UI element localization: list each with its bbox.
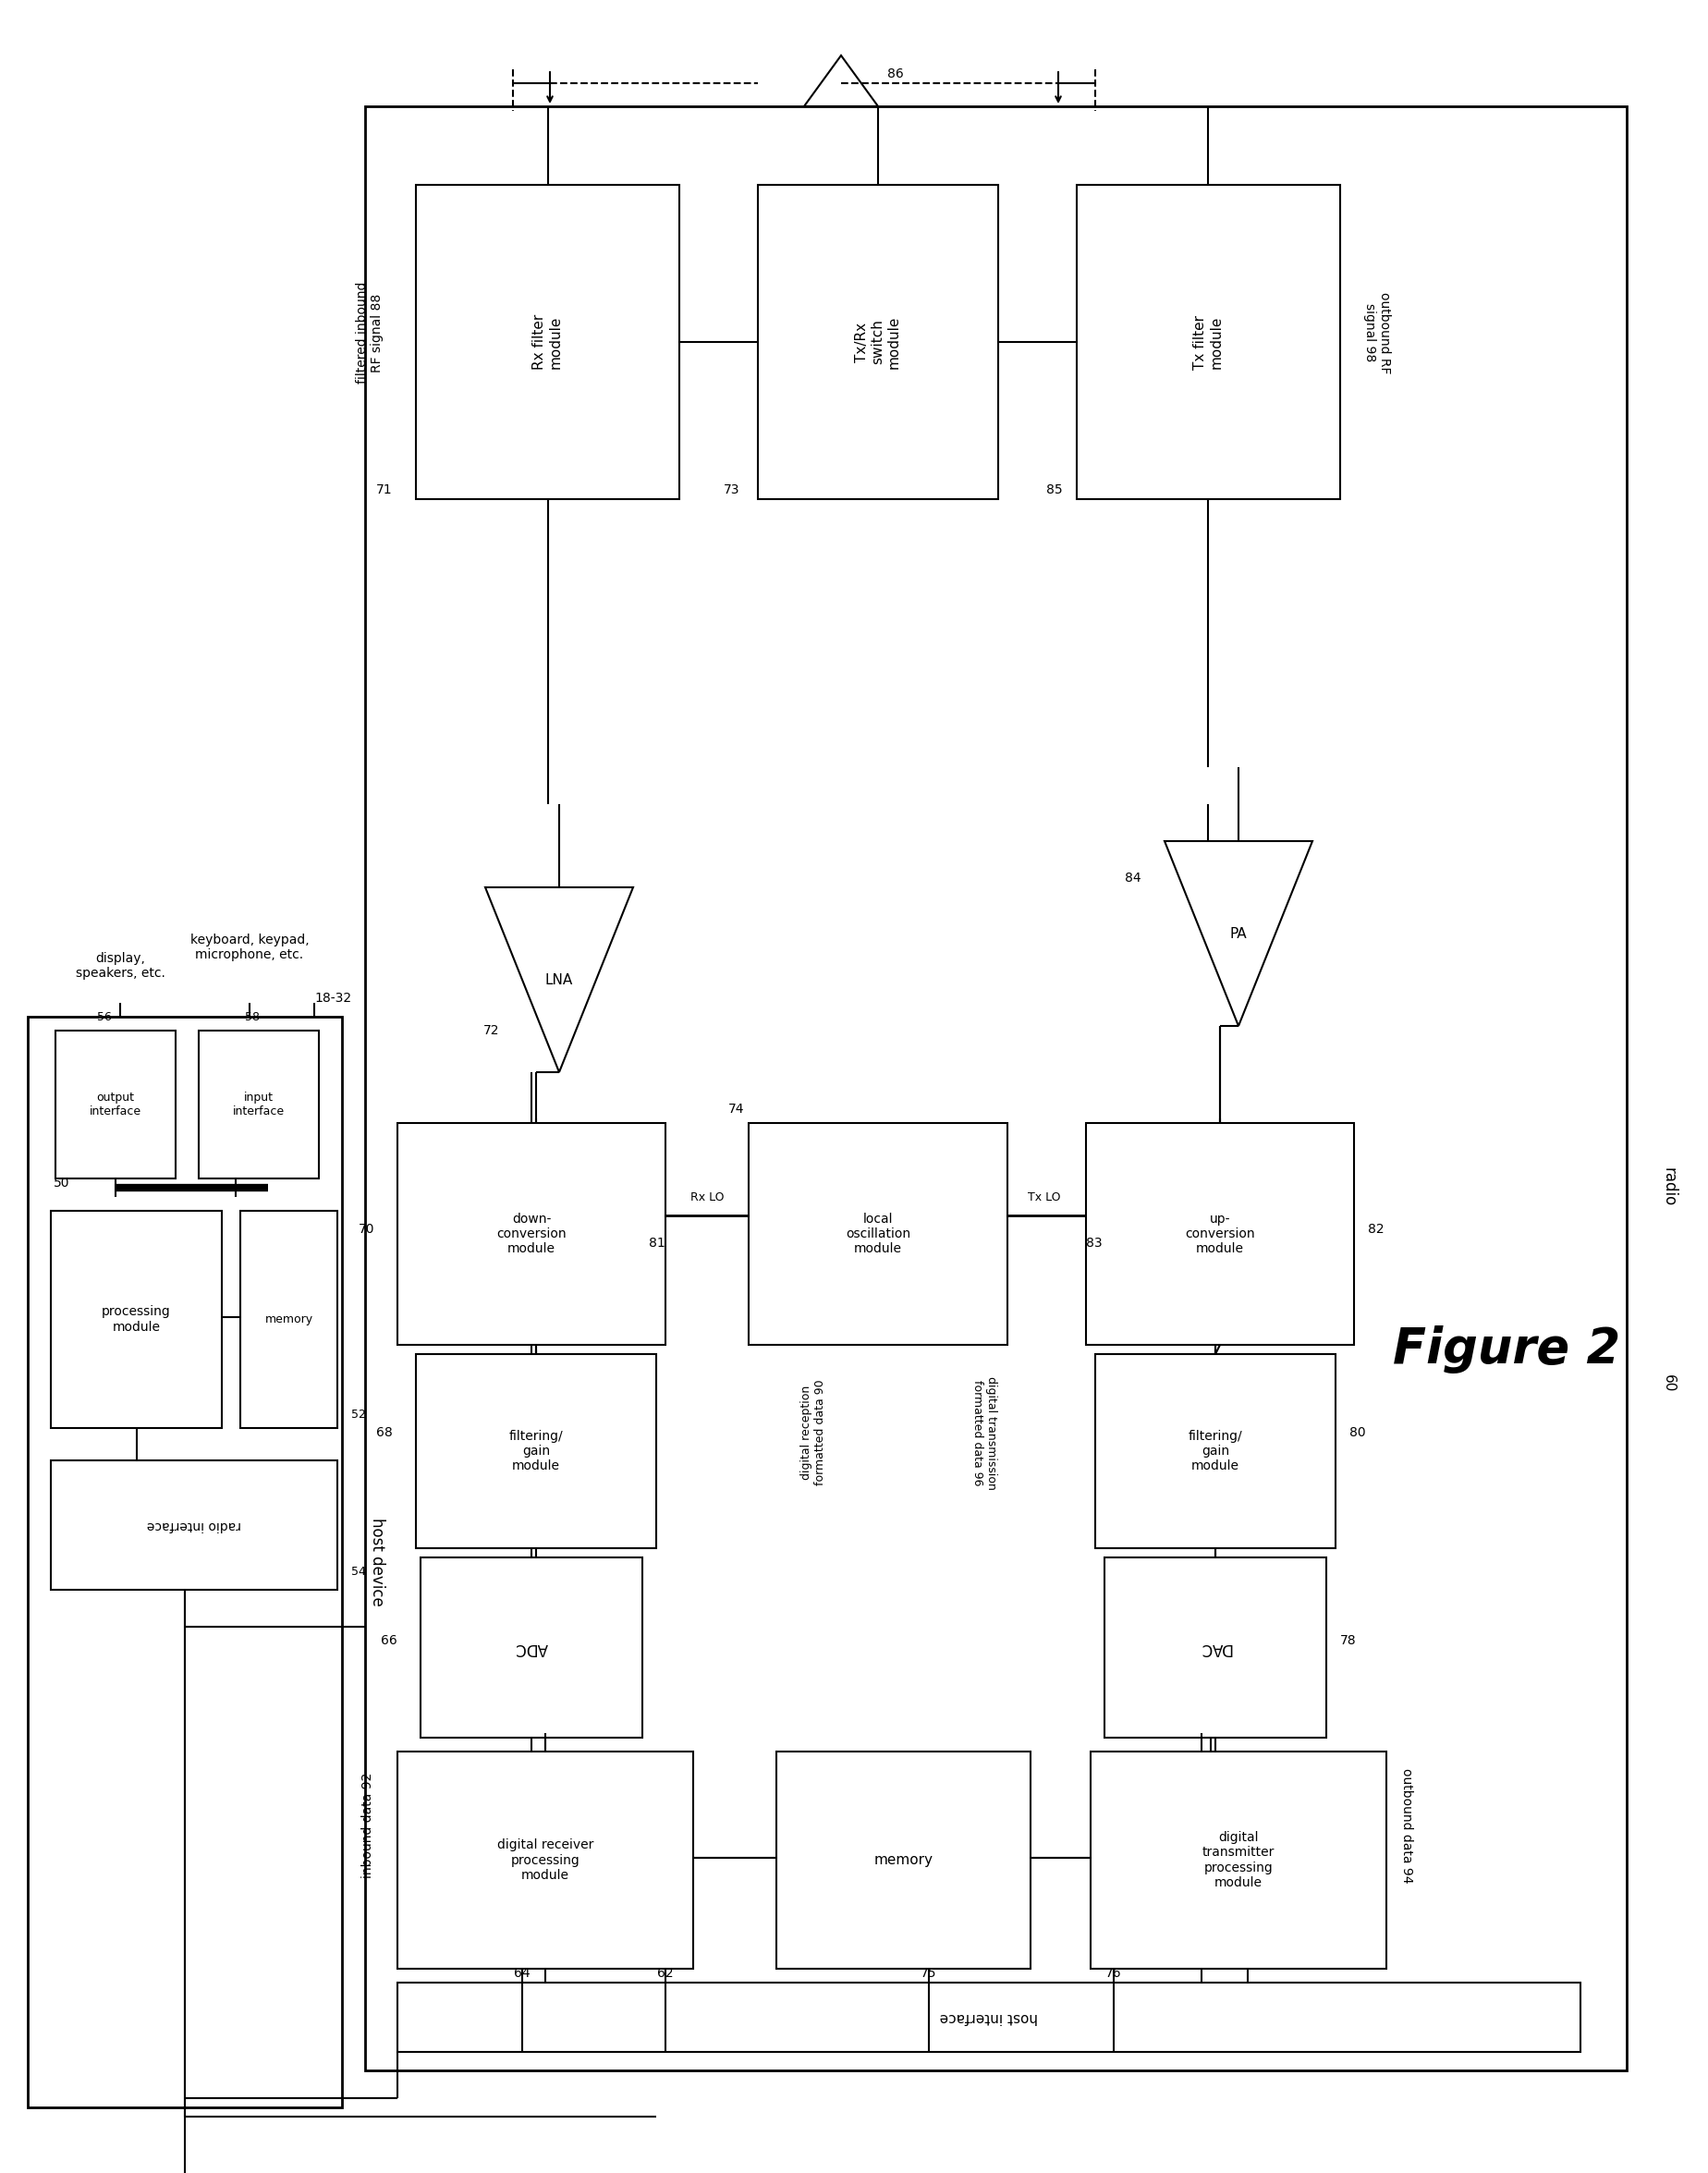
Bar [398,1123,664,1345]
Bar [55,1030,176,1178]
Text: 82: 82 [1366,1223,1383,1236]
Text: filtering/
gain
module: filtering/ gain module [509,1430,564,1473]
Bar [241,1210,336,1428]
Text: 18-32: 18-32 [314,991,352,1004]
Bar [757,185,997,500]
Text: 68: 68 [376,1425,393,1439]
Text: PA: PA [1230,926,1247,941]
Bar [366,106,1626,2071]
Text: 56: 56 [97,1010,111,1023]
Bar [1103,1558,1325,1738]
Text: digital reception
formatted data 90: digital reception formatted data 90 [799,1380,827,1486]
Text: Rx filter
module: Rx filter module [533,315,562,369]
Bar [1076,185,1339,500]
Text: inbound data 92: inbound data 92 [360,1773,374,1877]
Text: outbound RF
signal 98: outbound RF signal 98 [1363,291,1390,374]
Text: digital
transmitter
processing
module: digital transmitter processing module [1202,1832,1274,1888]
Text: DAC: DAC [1199,1638,1231,1656]
Text: 85: 85 [1045,482,1062,495]
Text: output
interface: output interface [89,1091,142,1117]
Bar [415,185,680,500]
Text: 54: 54 [352,1565,366,1578]
Bar [51,1210,222,1428]
Bar [1090,1751,1385,1969]
Text: 74: 74 [728,1102,743,1115]
Bar [420,1558,642,1738]
Text: 86: 86 [886,67,904,80]
Text: processing
module: processing module [102,1306,171,1334]
Text: 71: 71 [376,482,393,495]
Text: 66: 66 [381,1634,398,1647]
Text: display,
speakers, etc.: display, speakers, etc. [75,952,166,980]
Text: 80: 80 [1349,1425,1365,1439]
Bar [748,1123,1008,1345]
Text: 60: 60 [1660,1373,1674,1393]
Text: memory: memory [265,1312,313,1326]
Bar [198,1030,319,1178]
Text: filtering/
gain
module: filtering/ gain module [1187,1430,1242,1473]
Text: 75: 75 [921,1967,936,1980]
Text: Tx LO: Tx LO [1028,1191,1061,1204]
Text: Tx/Rx
switch
module: Tx/Rx switch module [854,315,900,369]
Text: 81: 81 [649,1236,664,1249]
Text: Tx filter
module: Tx filter module [1192,315,1223,369]
Bar [398,1982,1580,2051]
Bar [775,1751,1030,1969]
Text: radio interface: radio interface [147,1519,241,1532]
Text: 73: 73 [722,482,740,495]
Text: 78: 78 [1339,1634,1356,1647]
Bar [1095,1354,1336,1547]
Text: 50: 50 [53,1176,70,1189]
Text: 72: 72 [483,1023,499,1037]
Bar [415,1354,656,1547]
Text: 62: 62 [658,1967,673,1980]
Bar [398,1751,693,1969]
Text: up-
conversion
module: up- conversion module [1184,1213,1254,1256]
Text: radio: radio [1658,1167,1676,1206]
Text: digital transmission
formatted data 96: digital transmission formatted data 96 [970,1376,997,1489]
Text: outbound data 94: outbound data 94 [1399,1769,1413,1884]
Text: 64: 64 [514,1967,529,1980]
Text: down-
conversion
module: down- conversion module [497,1213,565,1256]
Text: 76: 76 [1105,1967,1120,1980]
Text: memory: memory [873,1854,933,1867]
Text: digital receiver
processing
module: digital receiver processing module [497,1838,593,1882]
Text: Rx LO: Rx LO [690,1191,724,1204]
Bar [1085,1123,1353,1345]
Text: host interface: host interface [939,2010,1037,2025]
Text: 70: 70 [359,1223,374,1236]
Text: host device: host device [369,1517,386,1606]
Text: 84: 84 [1124,871,1141,884]
Text: local
oscillation
module: local oscillation module [845,1213,910,1256]
Text: 52: 52 [352,1408,366,1421]
Text: keyboard, keypad,
microphone, etc.: keyboard, keypad, microphone, etc. [190,934,309,960]
Text: input
interface: input interface [232,1091,285,1117]
Text: filtered inbound
RF signal 88: filtered inbound RF signal 88 [355,282,383,385]
Bar [27,1017,342,2108]
Bar [51,1460,336,1591]
Text: 58: 58 [244,1010,260,1023]
Text: 83: 83 [1085,1236,1102,1249]
Text: Figure 2: Figure 2 [1392,1326,1619,1373]
Text: ADC: ADC [514,1638,548,1656]
Text: LNA: LNA [545,974,572,987]
